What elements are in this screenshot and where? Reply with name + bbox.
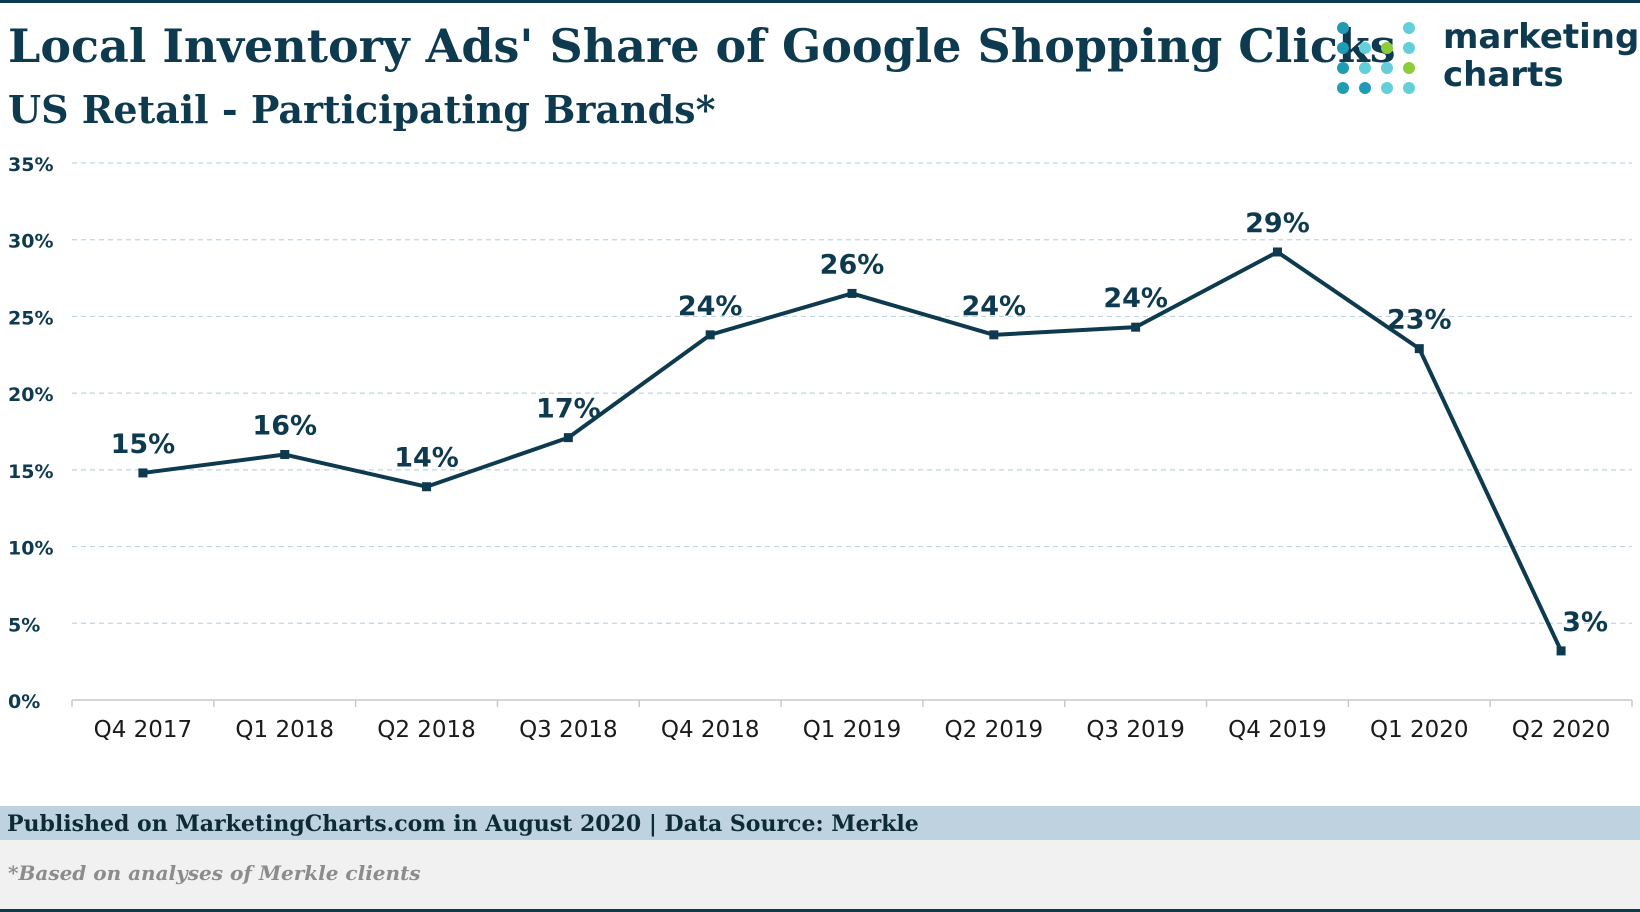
logo-dot: [1381, 82, 1393, 94]
logo-dot: [1403, 22, 1415, 34]
chart-title: Local Inventory Ads' Share of Google Sho…: [8, 19, 1396, 73]
logo-line-2: charts: [1443, 55, 1564, 95]
data-label: 24%: [1103, 283, 1168, 314]
data-point: [563, 433, 573, 443]
y-tick-label: 5%: [8, 614, 40, 636]
data-point: [847, 288, 857, 298]
data-point: [1272, 247, 1282, 257]
data-label: 15%: [111, 429, 176, 460]
data-point: [1131, 322, 1141, 332]
footer-bar: Published on MarketingCharts.com in Augu…: [0, 806, 1640, 840]
logo-dot: [1359, 82, 1371, 94]
logo-dot: [1337, 22, 1349, 34]
data-point: [1414, 344, 1424, 354]
data-label: 17%: [536, 394, 601, 425]
chart-subtitle: US Retail - Participating Brands*: [8, 87, 716, 132]
data-label: 29%: [1245, 208, 1310, 239]
top-rule: [0, 0, 1640, 3]
y-tick-label: 10%: [8, 538, 53, 560]
marketingcharts-logo[interactable]: marketing charts: [1335, 18, 1639, 98]
logo-dot: [1403, 42, 1415, 54]
data-point: [705, 330, 715, 340]
data-label: 3%: [1562, 607, 1608, 638]
logo-dot: [1403, 82, 1415, 94]
data-label: 16%: [252, 411, 317, 442]
source-line: Published on MarketingCharts.com in Augu…: [7, 811, 919, 837]
bottom-rule: [0, 909, 1640, 912]
logo-dot: [1403, 62, 1415, 74]
logo-dot: [1381, 62, 1393, 74]
footnote: *Based on analyses of Merkle clients: [8, 861, 421, 885]
x-tick-label: Q3 2019: [1086, 717, 1185, 743]
y-tick-label: 35%: [8, 154, 53, 176]
logo-wordmark: marketing charts: [1443, 18, 1639, 94]
logo-dot: [1359, 62, 1371, 74]
data-point: [989, 330, 999, 340]
x-tick-label: Q2 2019: [945, 717, 1044, 743]
x-tick-label: Q4 2018: [661, 717, 760, 743]
x-tick-label: Q4 2017: [94, 717, 193, 743]
x-tick-label: Q1 2020: [1370, 717, 1469, 743]
data-point: [422, 482, 432, 492]
x-tick-label: Q3 2018: [519, 717, 618, 743]
x-tick-label: Q1 2018: [235, 717, 334, 743]
logo-dots-icon: [1337, 22, 1415, 94]
logo-dot: [1337, 82, 1349, 94]
data-point: [138, 468, 148, 478]
series-line: [140, 249, 1564, 653]
logo-dot: [1337, 42, 1349, 54]
line-chart: 0% 5% 10% 15% 20% 25% 30% 35% Q4 2017 Q1 2018 Q2 2…: [8, 154, 1633, 743]
y-tick-label: 25%: [8, 307, 53, 329]
y-tick-label: 30%: [8, 231, 53, 253]
data-label: 14%: [394, 443, 459, 474]
data-label: 24%: [678, 291, 743, 322]
x-tick-label: Q2 2018: [377, 717, 476, 743]
data-point: [280, 450, 290, 460]
gridlines: [72, 162, 1632, 624]
y-tick-label: 20%: [8, 384, 53, 406]
logo-line-1: marketing: [1443, 17, 1640, 57]
x-tick-label: Q4 2019: [1228, 717, 1327, 743]
footnote-area: *Based on analyses of Merkle clients: [0, 840, 1640, 912]
y-tick-label: 0%: [8, 691, 40, 713]
data-label: 26%: [820, 249, 885, 280]
data-label: 23%: [1387, 305, 1452, 336]
data-point: [1556, 646, 1566, 656]
logo-dot: [1359, 42, 1371, 54]
data-label: 24%: [961, 291, 1026, 322]
logo-dot: [1337, 62, 1349, 74]
x-tick-label: Q1 2019: [803, 717, 902, 743]
logo-dot: [1381, 42, 1393, 54]
x-tick-label: Q2 2020: [1512, 717, 1611, 743]
y-tick-label: 15%: [8, 461, 53, 483]
